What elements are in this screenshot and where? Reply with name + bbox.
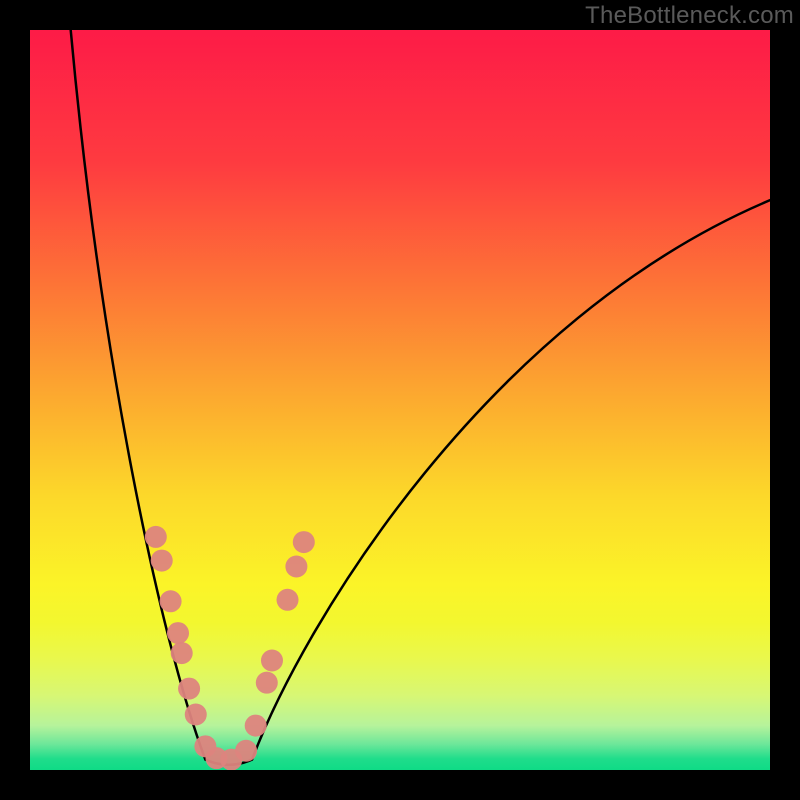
marker-point	[145, 526, 167, 548]
marker-point	[261, 649, 283, 671]
plot-area	[30, 30, 770, 770]
watermark-text: TheBottleneck.com	[585, 2, 794, 30]
marker-point	[256, 672, 278, 694]
chart-stage: TheBottleneck.com	[0, 0, 800, 800]
marker-point	[167, 622, 189, 644]
marker-point	[171, 642, 193, 664]
marker-point	[178, 678, 200, 700]
marker-point	[293, 531, 315, 553]
marker-point	[277, 589, 299, 611]
marker-point	[185, 704, 207, 726]
marker-point	[151, 550, 173, 572]
marker-point	[160, 590, 182, 612]
chart-svg	[0, 0, 800, 800]
marker-point	[285, 556, 307, 578]
marker-point	[235, 740, 257, 762]
marker-point	[245, 715, 267, 737]
